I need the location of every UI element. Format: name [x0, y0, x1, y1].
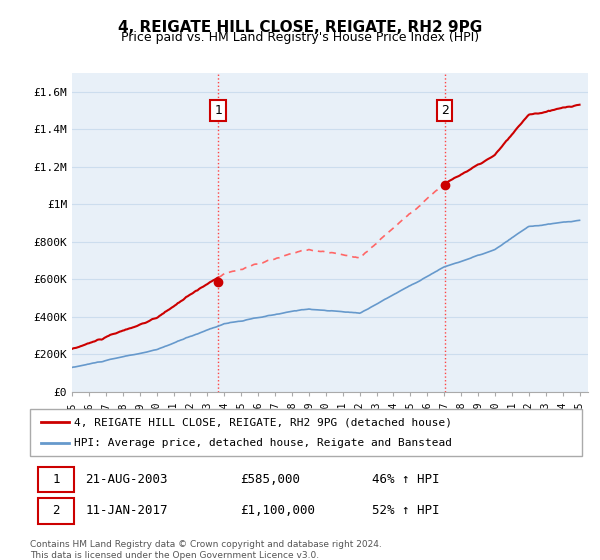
Text: 46% ↑ HPI: 46% ↑ HPI: [372, 473, 440, 486]
Text: 2: 2: [52, 505, 59, 517]
Text: £585,000: £585,000: [240, 473, 300, 486]
Text: HPI: Average price, detached house, Reigate and Banstead: HPI: Average price, detached house, Reig…: [74, 438, 452, 448]
Text: 52% ↑ HPI: 52% ↑ HPI: [372, 505, 440, 517]
Text: 11-JAN-2017: 11-JAN-2017: [85, 505, 168, 517]
Text: Price paid vs. HM Land Registry's House Price Index (HPI): Price paid vs. HM Land Registry's House …: [121, 31, 479, 44]
Text: 2: 2: [441, 104, 449, 117]
Text: 1: 1: [52, 473, 59, 486]
Text: 1: 1: [214, 104, 222, 117]
Text: 4, REIGATE HILL CLOSE, REIGATE, RH2 9PG: 4, REIGATE HILL CLOSE, REIGATE, RH2 9PG: [118, 20, 482, 35]
Text: 21-AUG-2003: 21-AUG-2003: [85, 473, 168, 486]
Text: £1,100,000: £1,100,000: [240, 505, 315, 517]
Text: 4, REIGATE HILL CLOSE, REIGATE, RH2 9PG (detached house): 4, REIGATE HILL CLOSE, REIGATE, RH2 9PG …: [74, 417, 452, 427]
FancyBboxPatch shape: [30, 409, 582, 456]
Text: Contains HM Land Registry data © Crown copyright and database right 2024.
This d: Contains HM Land Registry data © Crown c…: [30, 540, 382, 560]
FancyBboxPatch shape: [38, 467, 74, 492]
FancyBboxPatch shape: [38, 498, 74, 524]
